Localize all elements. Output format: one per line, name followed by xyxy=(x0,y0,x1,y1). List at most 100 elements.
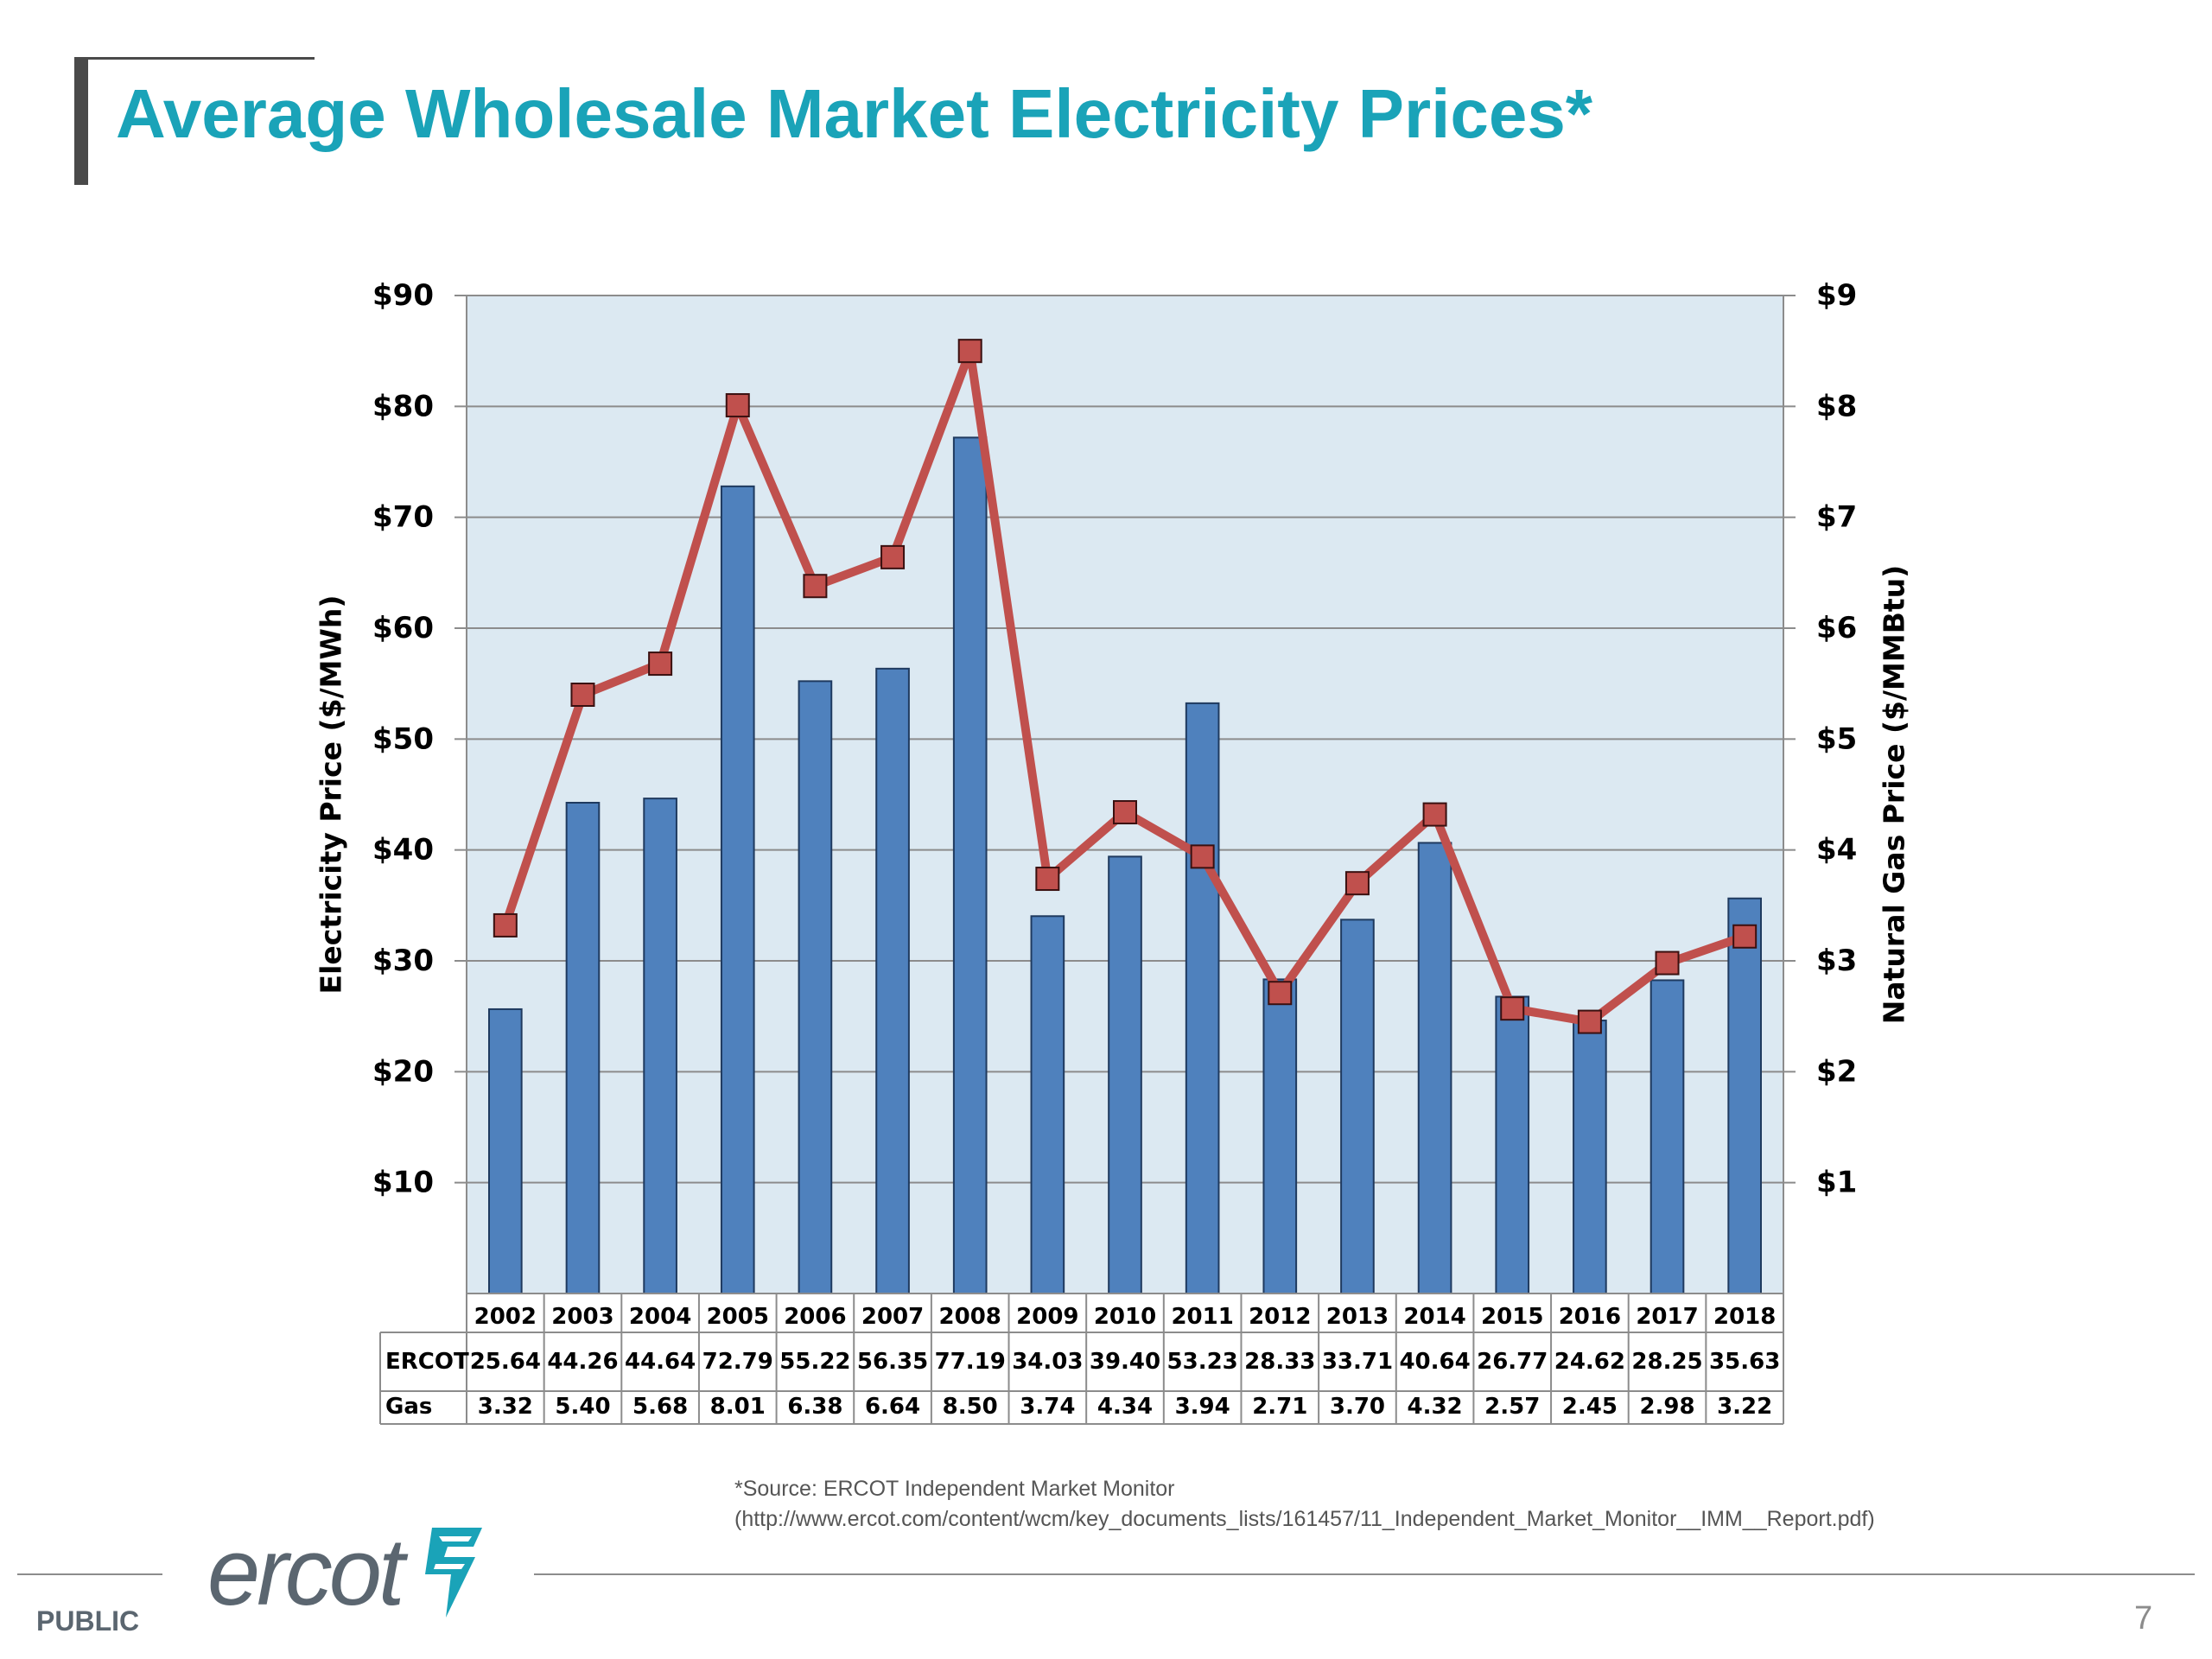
gridlines xyxy=(467,295,1783,1184)
axes: $10 $1 $20 $2 $30 $3 $40 $4 $50 $5 $60 $6 $70 $7 $80 $8… xyxy=(372,278,1857,1294)
x-tick-label: 2005 xyxy=(707,1304,769,1330)
line-marker xyxy=(570,683,595,707)
x-tick-label: 2002 xyxy=(474,1304,537,1330)
line-marker xyxy=(880,544,906,569)
y-tick-label-right: $4 xyxy=(1816,833,1857,868)
line-marker xyxy=(725,393,750,418)
line-marker xyxy=(1577,1009,1602,1034)
bar xyxy=(487,1007,523,1295)
table-cell: 56.35 xyxy=(857,1349,928,1375)
table-cell: 39.40 xyxy=(1090,1349,1160,1375)
ercot-lightning-mark-icon xyxy=(425,1528,482,1618)
x-tick-label: 2017 xyxy=(1636,1304,1698,1330)
table-cell: 35.63 xyxy=(1709,1349,1780,1375)
bar xyxy=(1185,702,1220,1294)
y-tick-label-right: $7 xyxy=(1816,500,1857,535)
y-tick-label-right: $8 xyxy=(1816,389,1857,423)
table-cell: 2.45 xyxy=(1562,1394,1618,1420)
line-marker xyxy=(1422,802,1447,827)
bar xyxy=(1108,855,1142,1294)
table-row-label: ERCOT xyxy=(385,1349,469,1375)
table-cell: 2.71 xyxy=(1252,1394,1307,1420)
y-tick-label-right: $3 xyxy=(1816,944,1857,978)
table-cell: 3.22 xyxy=(1717,1394,1772,1420)
line-marker xyxy=(1655,950,1680,976)
title-accent-bar xyxy=(74,57,88,185)
table-cell: 6.38 xyxy=(787,1394,842,1420)
table-cell: 3.94 xyxy=(1175,1394,1230,1420)
table-cell: 2.57 xyxy=(1484,1394,1540,1420)
table-cell: 34.03 xyxy=(1012,1349,1083,1375)
table-cell: 72.79 xyxy=(702,1349,773,1375)
y-tick-label-left: $50 xyxy=(372,721,434,756)
line-marker xyxy=(1500,996,1525,1021)
line-marker xyxy=(1268,981,1293,1006)
line-marker xyxy=(803,574,828,599)
table-cell: 40.64 xyxy=(1399,1349,1470,1375)
x-tick-label: 2006 xyxy=(784,1304,846,1330)
x-tick-label: 2010 xyxy=(1094,1304,1156,1330)
x-tick-label: 2016 xyxy=(1559,1304,1621,1330)
table-cell: 4.32 xyxy=(1408,1394,1463,1420)
bar xyxy=(565,801,601,1294)
bar xyxy=(1340,918,1375,1294)
y-tick-label-left: $10 xyxy=(372,1166,434,1200)
line-series-gas xyxy=(493,339,1758,1034)
line-marker xyxy=(1344,871,1370,896)
footer-line-right xyxy=(534,1573,2195,1575)
bar xyxy=(875,667,910,1294)
y-tick-label-right: $6 xyxy=(1816,611,1857,645)
y-axis-title-left: Electricity Price ($/MWh) xyxy=(315,595,348,995)
bar xyxy=(1417,842,1452,1294)
table-row-label: Gas xyxy=(385,1394,432,1420)
line-marker xyxy=(493,912,518,938)
source-line-1: *Source: ERCOT Independent Market Monito… xyxy=(734,1477,1175,1501)
bar xyxy=(798,680,833,1294)
table-cell: 6.64 xyxy=(865,1394,920,1420)
table-cell: 2.98 xyxy=(1639,1394,1694,1420)
table-cell: 33.71 xyxy=(1322,1349,1393,1375)
x-tick-label: 2007 xyxy=(861,1304,924,1330)
slide-title: Average Wholesale Market Electricity Pri… xyxy=(116,75,1592,152)
data-table: 2002 2003 2004 2005 2006 2007 2008 2009 2010 2011… xyxy=(379,1293,1784,1425)
logo-wordmark: ercot xyxy=(207,1519,405,1625)
bar xyxy=(1573,1020,1607,1294)
footer-line-left xyxy=(17,1573,162,1575)
x-tick-label: 2012 xyxy=(1249,1304,1311,1330)
line-marker xyxy=(1732,924,1758,949)
page-number: 7 xyxy=(2134,1600,2153,1637)
y-tick-label-left: $20 xyxy=(372,1054,434,1089)
table-cell: 5.68 xyxy=(632,1394,688,1420)
y-tick-label-left: $60 xyxy=(372,611,434,645)
table-cell: 8.01 xyxy=(710,1394,766,1420)
x-tick-label: 2015 xyxy=(1481,1304,1543,1330)
table-cell: 4.34 xyxy=(1097,1394,1153,1420)
table-cell: 55.22 xyxy=(779,1349,850,1375)
table-cell: 44.64 xyxy=(625,1349,696,1375)
table-cell: 53.23 xyxy=(1167,1349,1238,1375)
line-marker xyxy=(1190,844,1215,869)
footer-label: PUBLIC xyxy=(36,1605,140,1637)
table-cell: 3.32 xyxy=(478,1394,533,1420)
bar xyxy=(1495,995,1530,1294)
title-rule xyxy=(74,57,315,60)
x-tick-label: 2009 xyxy=(1016,1304,1078,1330)
bar xyxy=(643,798,677,1294)
x-tick-label: 2013 xyxy=(1326,1304,1389,1330)
y-tick-label-right: $2 xyxy=(1816,1054,1857,1089)
table-cell: 28.33 xyxy=(1244,1349,1315,1375)
line-marker xyxy=(648,652,673,677)
x-tick-label: 2018 xyxy=(1713,1304,1776,1330)
bar-series-ercot xyxy=(487,436,1763,1295)
table-cell: 5.40 xyxy=(555,1394,610,1420)
y-tick-label-right: $9 xyxy=(1816,278,1857,313)
source-url[interactable]: (http://www.ercot.com/content/wcm/key_do… xyxy=(734,1507,1875,1531)
y-tick-label-left: $30 xyxy=(372,944,434,978)
bar xyxy=(720,485,755,1294)
x-tick-label: 2014 xyxy=(1403,1304,1465,1330)
table-cell: 44.26 xyxy=(547,1349,618,1375)
bar xyxy=(1649,979,1685,1295)
y-tick-label-right: $5 xyxy=(1816,721,1857,756)
source-note: *Source: ERCOT Independent Market Monito… xyxy=(734,1474,1875,1535)
bar xyxy=(1030,915,1065,1294)
